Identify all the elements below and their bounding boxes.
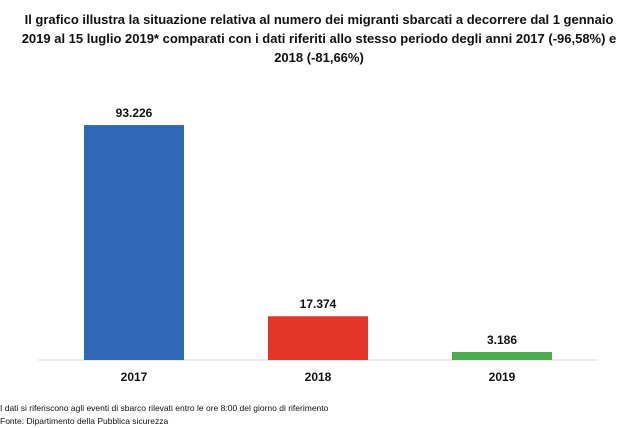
bar-2018 <box>268 316 368 360</box>
footnotes: I dati si riferiscono agli eventi di sba… <box>0 402 328 428</box>
category-label-2017: 2017 <box>121 370 148 384</box>
bar-2017 <box>84 125 184 360</box>
bars-group: 93.226 2017 17.374 2018 3.186 2019 <box>84 106 552 384</box>
category-label-2018: 2018 <box>305 370 332 384</box>
value-label-2019: 3.186 <box>487 333 517 347</box>
bar-chart: 93.226 2017 17.374 2018 3.186 2019 <box>38 106 598 384</box>
category-label-2019: 2019 <box>489 370 516 384</box>
footnote-source: Fonte: Dipartimento della Pubblica sicur… <box>0 416 169 426</box>
footnote-note: I dati si riferiscono agli eventi di sba… <box>0 403 329 413</box>
value-label-2018: 17.374 <box>300 297 337 311</box>
bar-2019 <box>452 351 552 360</box>
chart-title: Il grafico illustra la situazione relati… <box>21 12 617 65</box>
value-label-2017: 93.226 <box>116 106 153 120</box>
